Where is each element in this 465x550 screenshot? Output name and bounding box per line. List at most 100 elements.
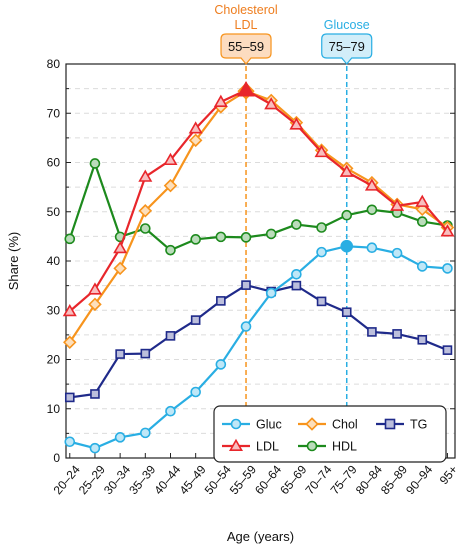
- data-point: [241, 280, 251, 290]
- data-point: [88, 297, 102, 312]
- y-tick-label: 60: [47, 156, 61, 170]
- x-tick-label: 90–94: [403, 462, 435, 497]
- data-point: [163, 178, 178, 193]
- data-point: [442, 345, 453, 355]
- data-point: [316, 246, 327, 258]
- series-line: [68, 162, 448, 252]
- data-point: [113, 240, 128, 254]
- data-point: [291, 280, 302, 291]
- x-tick-label: 30–34: [101, 462, 133, 497]
- legend-label: HDL: [332, 440, 357, 454]
- data-point: [165, 331, 176, 341]
- data-point: [442, 263, 453, 274]
- data-point: [188, 133, 203, 148]
- series-line: [68, 89, 449, 343]
- y-axis-title: Share (%): [6, 232, 21, 291]
- data-point: [417, 334, 428, 345]
- data-point: [138, 169, 153, 182]
- legend-label: Chol: [332, 418, 358, 432]
- x-tick-label: 50–54: [202, 462, 234, 497]
- data-point: [140, 223, 151, 234]
- data-point: [339, 164, 354, 177]
- x-tick-label: 55–59: [227, 462, 259, 497]
- x-axis-title: Age (years): [227, 529, 294, 544]
- data-point: [316, 296, 327, 307]
- legend-label: TG: [410, 418, 427, 432]
- data-point: [364, 178, 379, 191]
- x-tick-label: 70–74: [302, 462, 334, 497]
- series-line: [69, 89, 449, 313]
- data-point: [264, 97, 279, 110]
- legend-item-gluc: Gluc: [222, 418, 282, 432]
- data-point: [213, 94, 228, 107]
- legend-marker: [230, 418, 242, 430]
- data-point: [415, 194, 430, 207]
- x-tick-label: 40–44: [151, 462, 183, 497]
- legend-item-ldl: LDL: [222, 438, 279, 454]
- x-tick-label: 75–79: [328, 462, 360, 497]
- data-point: [140, 348, 151, 359]
- data-point: [216, 296, 226, 306]
- data-point: [392, 329, 402, 339]
- data-point: [165, 244, 176, 256]
- y-tick-label: 40: [47, 254, 61, 268]
- data-point: [289, 117, 304, 130]
- legend-marker: [305, 417, 319, 431]
- data-point: [165, 405, 176, 417]
- x-tick-label: 35–39: [126, 462, 158, 497]
- x-tick-label: 25–29: [76, 462, 108, 497]
- legend-label: Gluc: [256, 418, 282, 432]
- legend-item-chol: Chol: [298, 417, 358, 432]
- data-point: [391, 247, 403, 259]
- x-tick-label: 60–64: [252, 462, 284, 497]
- annotation-callout-text: 55–59: [228, 39, 264, 54]
- series-chol: [63, 84, 455, 350]
- data-point: [190, 386, 201, 398]
- data-series: [62, 80, 455, 454]
- series-line: [69, 284, 448, 399]
- x-tick-label: 95+: [437, 463, 461, 488]
- legend-marker: [384, 418, 396, 430]
- data-point: [190, 315, 201, 325]
- data-point: [89, 442, 101, 454]
- data-point: [416, 216, 428, 227]
- data-point: [341, 307, 352, 318]
- data-point: [366, 242, 378, 254]
- x-tick-label: 20–24: [51, 462, 83, 497]
- data-point: [316, 222, 327, 233]
- data-point: [64, 436, 76, 448]
- data-point: [240, 232, 252, 243]
- x-tick-label: 45–49: [177, 462, 209, 497]
- annotation-label: Cholesterol: [214, 3, 277, 17]
- legend-label: LDL: [256, 440, 279, 454]
- data-point: [64, 392, 75, 403]
- data-point: [188, 121, 203, 134]
- data-point: [215, 359, 227, 370]
- data-point: [341, 209, 353, 221]
- data-point: [367, 327, 377, 337]
- data-point: [314, 144, 329, 158]
- annotation-callout: [321, 33, 373, 65]
- data-point: [291, 219, 302, 230]
- data-point: [114, 432, 126, 443]
- data-point: [140, 427, 151, 439]
- legend-item-hdl: HDL: [298, 440, 357, 454]
- y-tick-label: 70: [47, 106, 61, 120]
- data-point: [440, 224, 455, 237]
- x-tick-label: 65–69: [277, 462, 309, 497]
- data-point: [89, 158, 101, 169]
- series-line: [69, 245, 448, 450]
- data-point: [113, 261, 127, 276]
- data-point: [87, 282, 102, 295]
- highlighted-point: [237, 80, 255, 97]
- legend: Gluc Chol TG LDL HDL: [213, 405, 447, 463]
- data-point: [366, 204, 378, 216]
- annotation-label: Glucose: [324, 18, 370, 32]
- data-point: [215, 231, 227, 243]
- x-tick-label: 80–84: [353, 462, 385, 497]
- data-point: [90, 389, 100, 399]
- data-point: [265, 287, 277, 299]
- legend-marker: [306, 440, 318, 452]
